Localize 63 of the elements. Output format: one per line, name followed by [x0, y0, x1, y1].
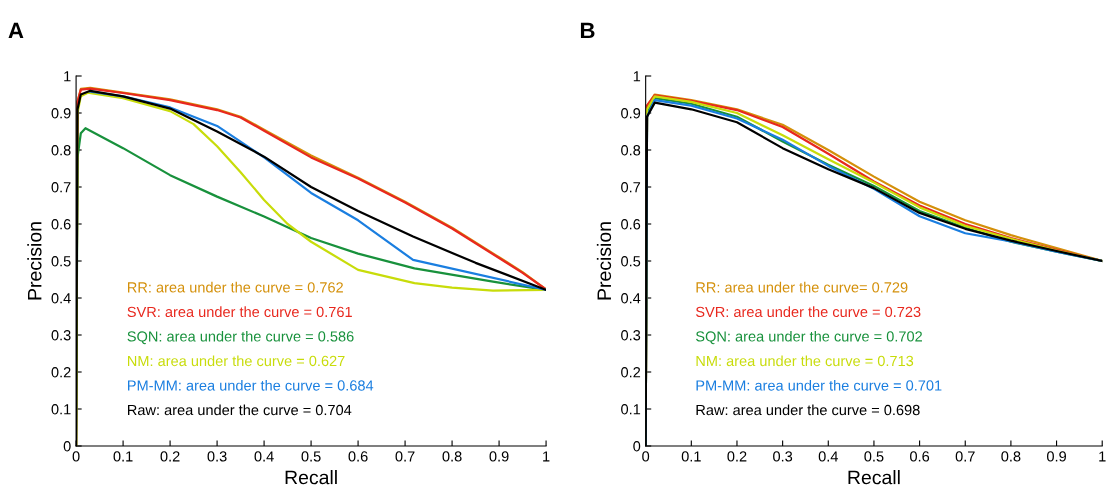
x-tick-label: 0.9 [489, 451, 509, 462]
x-tick-label: 0.1 [681, 451, 701, 462]
x-tick-label: 1 [1099, 451, 1106, 462]
x-tick-label: 0 [72, 451, 80, 462]
x-tick-label: 0.8 [1001, 451, 1021, 462]
text: SVR: area under the curve = 0.761 [127, 306, 352, 318]
text: SQN: area under the curve = 0.586 [127, 330, 354, 345]
x-tick-label: 0.6 [348, 451, 368, 462]
y-axis-title: Precision [27, 222, 42, 300]
x-tick-label: 0.9 [1046, 451, 1067, 462]
text: PM-MM: area under the curve = 0.684 [128, 379, 374, 391]
y-tick-label: 0.4 [51, 293, 71, 304]
x-tick-label: 0.3 [207, 451, 227, 462]
y-tick-label: 0.1 [51, 404, 71, 415]
text: RR: area under the curve = 0.762 [128, 281, 343, 293]
y-tick-label: 1 [633, 71, 641, 82]
y-tick-label: 0.8 [51, 145, 71, 156]
x-tick-label: 0 [642, 451, 650, 462]
y-tick-label: 0.3 [621, 330, 641, 341]
y-tick-label: 0.5 [621, 256, 641, 267]
x-tick-label: 0.2 [727, 451, 747, 462]
x-tick-label: 0.2 [160, 451, 180, 462]
x-tick-label: 0.5 [301, 451, 321, 462]
y-tick-label: 0 [633, 441, 641, 452]
y-tick-label: 0.7 [51, 182, 71, 193]
x-axis-title: Recall [848, 470, 900, 485]
y-tick-label: 0.1 [621, 404, 641, 415]
text: Raw: area under the curve = 0.704 [128, 404, 352, 416]
text: NM: area under the curve = 0.713 [696, 355, 914, 367]
text: SQN: area under the curve = 0.702 [695, 330, 922, 345]
x-tick-label: 0.5 [864, 451, 884, 462]
y-tick-label: 0.8 [621, 145, 641, 156]
y-tick-label: 0.6 [621, 219, 641, 230]
y-tick-label: 0.4 [621, 293, 641, 304]
text: RR: area under the curve= 0.729 [696, 281, 908, 293]
x-tick-label: 0.7 [955, 451, 975, 462]
x-tick-label: 0.7 [395, 451, 415, 462]
chart-title: B [580, 22, 595, 39]
text: NM: area under the curve = 0.627 [128, 355, 345, 367]
x-tick-label: 0.4 [818, 451, 838, 462]
y-tick-label: 1 [64, 71, 71, 82]
x-tick-label: 0.1 [113, 451, 133, 462]
x-tick-label: 0.4 [254, 451, 274, 462]
y-tick-label: 0.3 [51, 330, 71, 341]
y-tick-label: 0.2 [621, 367, 641, 378]
y-tick-label: 0.9 [621, 108, 641, 119]
y-tick-label: 0.7 [621, 182, 641, 193]
text: SVR: area under the curve = 0.723 [695, 306, 921, 318]
text: Raw: area under the curve = 0.698 [696, 404, 920, 416]
x-tick-label: 0.6 [910, 451, 930, 462]
y-tick-label: 0.5 [51, 256, 71, 267]
line-series [89, 90, 547, 291]
y-tick-label: 0.6 [51, 219, 71, 230]
x-tick-label: 0.3 [773, 451, 793, 462]
y-tick-label: 0 [63, 441, 71, 452]
y-axis-title: Precision [596, 222, 612, 300]
chart-title: A [8, 22, 24, 39]
y-tick-label: 0.2 [51, 367, 71, 378]
text: PM-MM: area under the curve = 0.701 [696, 379, 942, 391]
y-tick-label: 0.9 [51, 108, 71, 119]
x-tick-label: 1 [543, 451, 550, 462]
x-axis-title: Recall [285, 470, 337, 485]
x-tick-label: 0.8 [442, 451, 462, 462]
